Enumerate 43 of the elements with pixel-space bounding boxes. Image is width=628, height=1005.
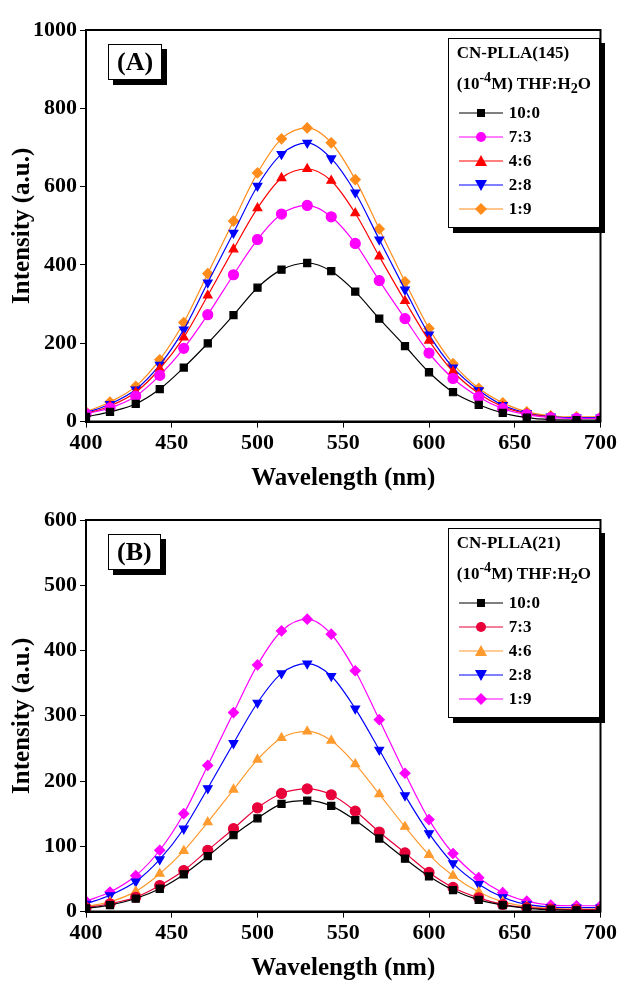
legend-label: 4:6 bbox=[508, 641, 532, 662]
legend-label: 2:8 bbox=[508, 665, 532, 686]
legend-title: CN-PLLA(145) (10$^{-4}$M) THF:H$_{2}$O bbox=[456, 43, 591, 98]
x-tick-label: 550 bbox=[326, 429, 360, 455]
x-tick-label: 600 bbox=[412, 919, 446, 945]
y-tick-label: 0 bbox=[66, 897, 77, 923]
annotation: (A) bbox=[108, 44, 163, 80]
y-tick-label: 400 bbox=[44, 636, 77, 662]
y-tick-label: 1000 bbox=[33, 15, 77, 41]
x-axis-title: Wavelength (nm) bbox=[251, 953, 436, 982]
y-tick-label: 200 bbox=[44, 328, 77, 354]
x-axis-title: Wavelength (nm) bbox=[251, 463, 436, 492]
y-tick-label: 800 bbox=[44, 94, 77, 120]
y-tick-label: 500 bbox=[44, 570, 77, 596]
x-tick-label: 500 bbox=[241, 429, 274, 455]
legend-label: 7:3 bbox=[508, 127, 532, 148]
y-axis-title: Intensity (a.u.) bbox=[7, 637, 36, 794]
y-tick-label: 300 bbox=[44, 701, 77, 727]
y-tick-label: 0 bbox=[66, 407, 77, 433]
x-tick-label: 600 bbox=[412, 429, 446, 455]
y-tick-label: 100 bbox=[44, 832, 77, 858]
y-axis-title: Intensity (a.u.) bbox=[7, 147, 36, 304]
x-tick-label: 550 bbox=[326, 919, 360, 945]
x-tick-label: 700 bbox=[584, 429, 617, 455]
y-tick-label: 200 bbox=[44, 766, 77, 792]
x-tick-label: 450 bbox=[155, 429, 189, 455]
legend-label: 4:6 bbox=[508, 151, 532, 172]
legend-label: 1:9 bbox=[508, 199, 532, 220]
legend-label: 10:0 bbox=[508, 103, 540, 124]
x-tick-label: 700 bbox=[584, 919, 617, 945]
legend-label: 7:3 bbox=[508, 617, 532, 638]
legend-label: 1:9 bbox=[508, 689, 532, 710]
annotation: (B) bbox=[108, 534, 161, 570]
x-tick-label: 650 bbox=[498, 429, 532, 455]
y-tick-label: 600 bbox=[44, 172, 77, 198]
x-tick-label: 500 bbox=[241, 919, 274, 945]
legend-label: 10:0 bbox=[508, 593, 540, 614]
x-tick-label: 650 bbox=[498, 919, 532, 945]
y-tick-label: 400 bbox=[44, 250, 77, 276]
legend-title: CN-PLLA(21) (10$^{-4}$M) THF:H$_{2}$O bbox=[456, 533, 591, 588]
legend-label: 2:8 bbox=[508, 175, 532, 196]
y-tick-label: 600 bbox=[44, 505, 77, 531]
x-tick-label: 450 bbox=[155, 919, 189, 945]
